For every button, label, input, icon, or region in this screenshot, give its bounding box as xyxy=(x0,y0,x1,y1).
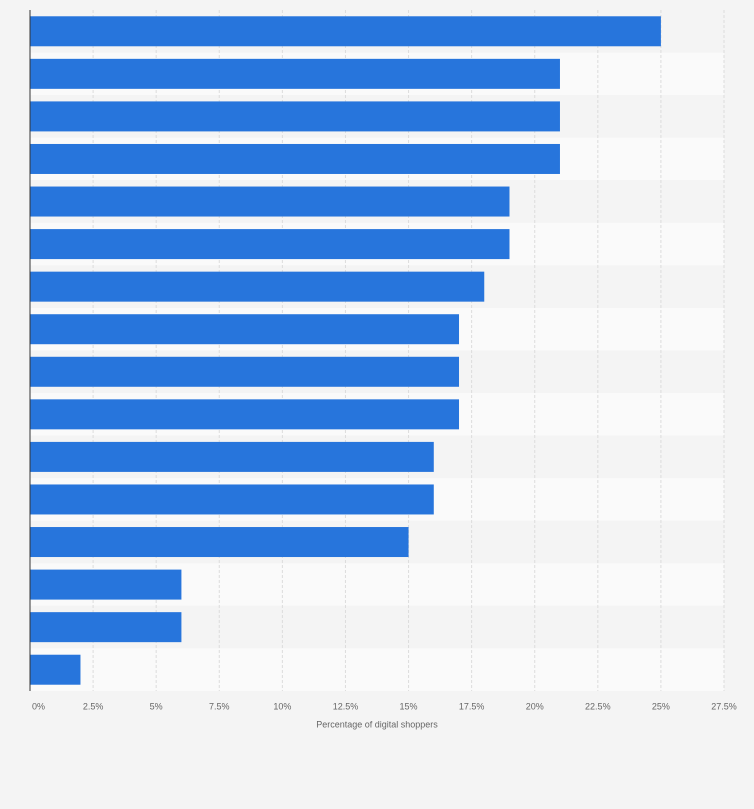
bar xyxy=(30,356,460,387)
x-tick-label: 22.5% xyxy=(585,701,611,711)
bar xyxy=(30,612,182,643)
bar xyxy=(30,143,560,174)
x-axis-label: Percentage of digital shoppers xyxy=(316,719,438,729)
bar xyxy=(30,101,560,132)
bar xyxy=(30,654,81,685)
bar xyxy=(30,58,560,89)
bar xyxy=(30,16,661,47)
bar xyxy=(30,186,510,217)
x-tick-label: 17.5% xyxy=(459,701,485,711)
x-tick-label: 7.5% xyxy=(209,701,230,711)
x-tick-label: 12.5% xyxy=(333,701,359,711)
x-tick-label: 0% xyxy=(32,701,45,711)
x-tick-label: 25% xyxy=(652,701,670,711)
x-tick-label: 5% xyxy=(150,701,163,711)
x-tick-label: 10% xyxy=(273,701,291,711)
bar xyxy=(30,569,182,600)
bar xyxy=(30,314,460,345)
x-tick-label: 15% xyxy=(400,701,418,711)
bar xyxy=(30,229,510,260)
bar xyxy=(30,271,485,302)
x-tick-label: 20% xyxy=(526,701,544,711)
bar xyxy=(30,484,434,515)
row-band xyxy=(30,648,724,691)
bar xyxy=(30,399,460,430)
x-tick-label: 27.5% xyxy=(711,701,737,711)
bar xyxy=(30,441,434,472)
bar xyxy=(30,527,409,558)
x-tick-label: 2.5% xyxy=(83,701,104,711)
